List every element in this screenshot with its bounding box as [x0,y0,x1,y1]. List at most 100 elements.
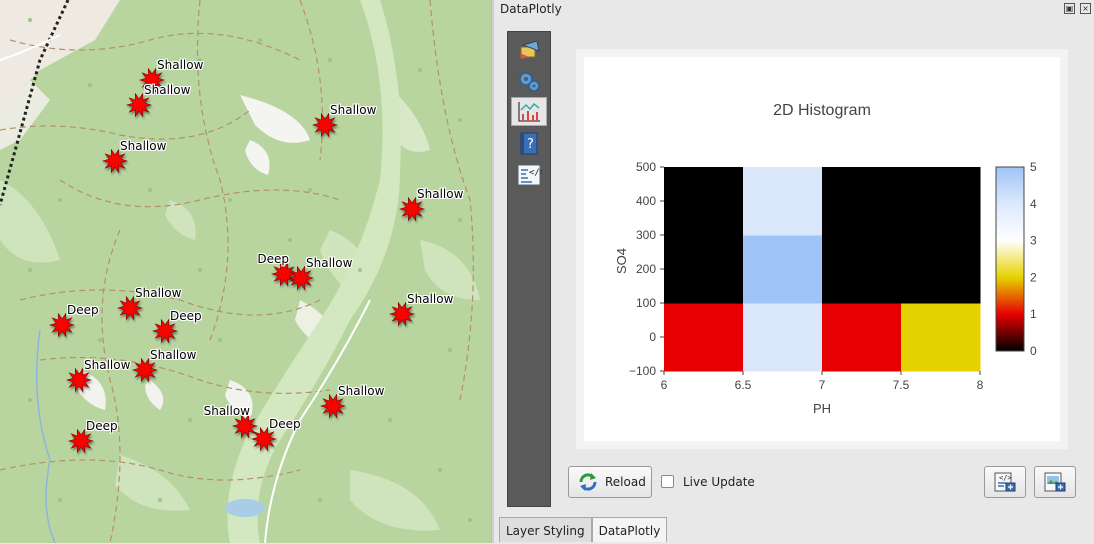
y-tick-label: −100 [629,364,656,378]
dataplotly-dock: DataPlotly ▣ × ? </> 2D Histogram 6 6.5 7 7… [494,0,1094,543]
marker-label: Shallow [203,404,250,418]
y-tick-label: 100 [636,296,656,310]
tab-layer-styling[interactable]: Layer Styling [499,517,592,542]
star-marker-icon [132,358,159,383]
star-marker-icon [66,368,93,393]
settings-gears-icon[interactable] [511,66,547,95]
colorbar-tick-label: 4 [1030,197,1037,211]
marker-label: Shallow [135,286,182,300]
x-tick-label: 6 [661,378,668,392]
map-point-marker[interactable]: Shallow [66,358,130,394]
histogram-cell [901,235,981,304]
layer-styling-icon[interactable] [511,35,547,64]
map-point-marker[interactable]: Deep [49,303,99,339]
histogram-cell [743,303,823,372]
map-point-marker[interactable]: Deep [152,309,202,345]
reload-icon [579,473,597,491]
dataplotly-sidebar: ? </> [507,31,551,507]
live-update-label: Live Update [683,475,755,489]
marker-label: Shallow [338,384,385,398]
star-marker-icon [152,319,179,344]
map-point-marker[interactable]: Shallow [399,187,463,223]
marker-label: Shallow [84,358,131,372]
reload-button[interactable]: Reload [568,466,652,498]
star-marker-icon [251,427,278,452]
y-tick-label: 0 [649,330,656,344]
star-marker-icon [139,68,166,93]
y-tick-label: 500 [636,160,656,174]
star-marker-icon [320,394,347,419]
star-marker-icon [312,113,339,138]
marker-label: Deep [170,309,202,323]
histogram-cell [822,303,902,372]
marker-label: Deep [269,417,301,431]
y-tick-label: 400 [636,194,656,208]
map-point-marker[interactable]: Deep [68,419,118,455]
dock-title: DataPlotly [500,2,562,16]
histogram-cell [901,303,981,372]
svg-text:</>: </> [999,474,1012,482]
marker-label: Shallow [157,58,204,72]
plot-frame: 2D Histogram 6 6.5 7 7.5 8 −100 0 100 200 300 400… [576,49,1068,449]
float-dock-icon[interactable]: ▣ [1064,3,1075,14]
map-point-marker[interactable]: Shallow [132,348,196,384]
marker-label: Deep [86,419,118,433]
map-canvas[interactable]: Shallow Shallow Shallow Shallow Shallow Deep S… [0,0,491,543]
map-point-marker[interactable]: Shallow [320,384,384,420]
map-point-marker[interactable]: Shallow [117,286,181,322]
map-point-marker[interactable]: Shallow [312,103,376,139]
marker-label: Shallow [144,83,191,97]
map-point-marker[interactable]: Shallow [139,58,203,94]
map-point-marker[interactable]: Shallow [389,292,453,328]
y-axis-label: SO4 [614,248,629,274]
x-axis-label: PH [813,401,831,416]
dock-tabbar: Layer Styling DataPlotly [499,517,668,543]
marker-label: Shallow [407,292,454,306]
close-dock-icon[interactable]: × [1080,3,1091,14]
help-icon[interactable]: ? [511,129,547,158]
star-marker-icon [49,313,76,338]
marker-label: Shallow [120,139,167,153]
export-image-icon [1044,472,1066,492]
map-point-marker[interactable]: Deep [257,252,311,288]
marker-label: Shallow [417,187,464,201]
colorbar [995,166,1025,352]
marker-label: Deep [257,252,289,266]
star-marker-icon [102,149,129,174]
live-update-checkbox[interactable] [661,475,674,488]
export-html-button[interactable]: </> [984,466,1026,498]
star-marker-icon [389,302,416,327]
star-marker-icon [271,262,298,287]
code-icon[interactable]: </> [511,160,547,189]
histogram-cell [822,235,902,304]
x-tick-label: 7.5 [893,378,910,392]
histogram-cell [822,167,902,236]
map-point-marker[interactable]: Shallow [102,139,166,175]
map-point-marker[interactable]: Deep [251,417,301,453]
star-marker-icon [68,429,95,454]
star-marker-icon [288,266,315,291]
colorbar-tick-label: 3 [1030,234,1037,248]
dock-splitter[interactable] [491,0,495,543]
plot-icon[interactable] [511,97,547,126]
chart-title: 2D Histogram [773,102,871,119]
colorbar-tick-label: 2 [1030,270,1037,284]
x-tick-label: 8 [977,378,984,392]
tab-dataplotly[interactable]: DataPlotly [591,517,668,542]
histogram-cell [664,303,744,372]
histogram-cell [901,167,981,236]
marker-label: Deep [67,303,99,317]
export-image-button[interactable] [1034,466,1076,498]
map-point-marker[interactable]: Shallow [288,256,352,292]
star-marker-icon [126,93,153,118]
map-point-marker[interactable]: Shallow [126,83,190,119]
colorbar-tick-label: 1 [1030,307,1037,321]
y-tick-label: 200 [636,262,656,276]
map-point-marker[interactable]: Shallow [204,404,272,440]
colorbar-tick-label: 5 [1030,160,1037,174]
map-basemap [0,0,491,543]
plot-area[interactable]: 2D Histogram 6 6.5 7 7.5 8 −100 0 100 200 300 400… [584,57,1060,441]
svg-text:?: ? [527,137,534,152]
histogram-2d-chart: 2D Histogram 6 6.5 7 7.5 8 −100 0 100 200 300 400… [614,102,1037,416]
reload-label: Reload [605,475,646,489]
